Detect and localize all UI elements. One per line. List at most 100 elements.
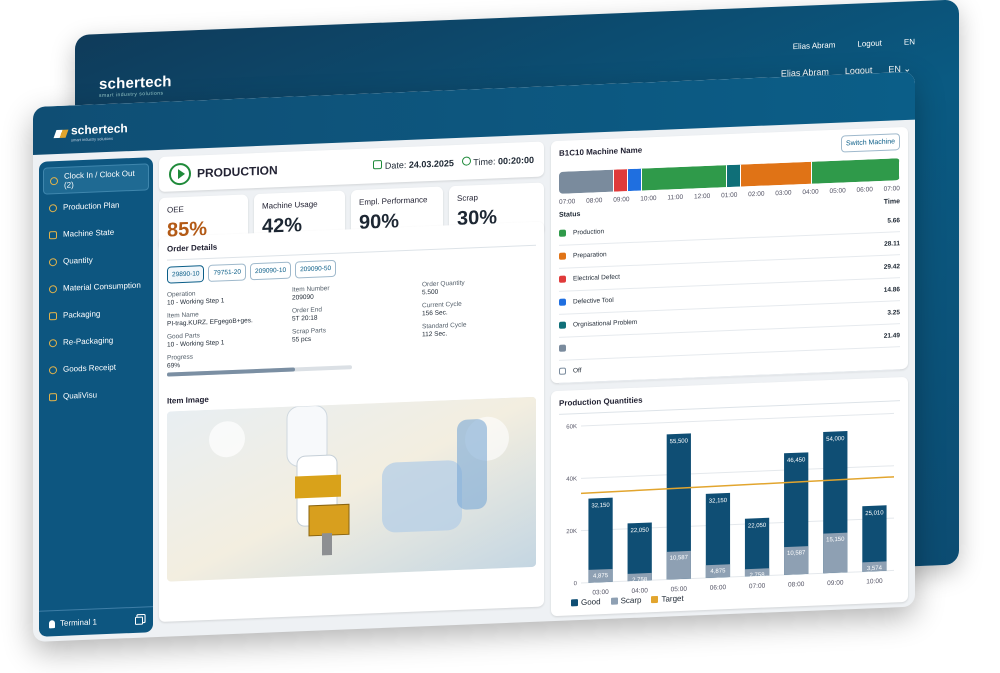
- bar-scrap: [666, 550, 691, 580]
- field-order-quantity: Order Quantity 5.500: [422, 279, 465, 297]
- timeline-segment[interactable]: [559, 169, 614, 194]
- back-logo: schertech smart industry solutions: [99, 73, 172, 99]
- sidebar-item-packaging[interactable]: Packaging: [43, 298, 149, 329]
- timeline-segment[interactable]: [627, 168, 642, 192]
- date-time: Date: 24.03.2025 Time: 00:20:00: [373, 154, 534, 171]
- order-tab[interactable]: 29890-10: [167, 265, 205, 284]
- bar-scrap: [744, 568, 770, 577]
- box-icon: [49, 284, 57, 293]
- date-value: 24.03.2025: [408, 158, 454, 170]
- chart-title: Production Quantities: [559, 395, 643, 408]
- status-color-swatch: [559, 321, 566, 330]
- back-logout-link[interactable]: Logout: [857, 38, 882, 49]
- timeline-segment[interactable]: [740, 161, 812, 187]
- sidebar-nav: Clock In / Clock Out (2) Production Plan M…: [43, 163, 149, 410]
- off-checkbox[interactable]: [559, 367, 566, 376]
- bar-scrap: [705, 564, 731, 578]
- gridline: [581, 412, 894, 427]
- back-user-name: Elias Abram: [792, 40, 836, 52]
- status-time: 5.66: [887, 216, 900, 225]
- legend-scrap: Scarp: [610, 596, 641, 606]
- bar-good: [862, 505, 887, 572]
- bar-scrap-label: 2,758: [750, 572, 766, 579]
- time-value: 00:20:00: [497, 154, 534, 167]
- time-label: Time:: [473, 156, 496, 168]
- bar-scrap-label: 10,587: [787, 550, 806, 557]
- sidebar-item-label: QualiVisu: [63, 390, 98, 401]
- order-tab[interactable]: 209090-50: [295, 259, 337, 279]
- timeline-segment[interactable]: [614, 169, 628, 192]
- y-tick-label: 0: [574, 581, 578, 587]
- robot-arm-illustration: [167, 396, 536, 582]
- bar-good-label: 46,450: [787, 457, 806, 464]
- bar-good-label: 32,150: [709, 498, 728, 505]
- bar-scrap-label: 4,875: [710, 568, 726, 575]
- order-tab[interactable]: 79751-20: [208, 263, 246, 282]
- item-image: [167, 396, 536, 582]
- timeline-segment[interactable]: [811, 158, 900, 184]
- timeline-tick: 02:00: [748, 190, 765, 199]
- timeline-tick: 03:00: [775, 189, 792, 198]
- timeline-tick: 01:00: [721, 191, 738, 200]
- front-logo: schertech smart industry solutions: [53, 121, 128, 143]
- sidebar-item-production-plan[interactable]: Production Plan: [43, 190, 149, 221]
- machine-status-card: B1C10 Machine Name Switch Machine 07:00 0…: [551, 126, 908, 384]
- y-tick-label: 40K: [566, 476, 577, 482]
- timeline-tick: 11:00: [667, 193, 684, 202]
- y-tick-label: 20K: [566, 529, 577, 535]
- user-icon: [49, 619, 55, 628]
- sidebar-item-machine-state[interactable]: Machine State: [43, 217, 149, 248]
- status-color-swatch: [559, 298, 566, 307]
- status-time: 21.49: [883, 331, 900, 340]
- switch-machine-button[interactable]: Switch Machine: [840, 133, 900, 153]
- copy-icon[interactable]: [135, 616, 143, 625]
- status-label: Production: [573, 228, 605, 237]
- x-tick-label: 09:00: [827, 579, 844, 587]
- production-quantities-card: Production Quantities 0 20K 40K 60K 32,150 4,…: [551, 376, 908, 617]
- page-title: PRODUCTION: [197, 162, 278, 180]
- bar-good: [705, 492, 731, 578]
- sidebar-item-label: Clock In / Clock Out (2): [64, 168, 135, 190]
- status-color-swatch: [559, 229, 566, 238]
- bar-good-label: 22,050: [748, 523, 767, 530]
- timeline-tick: 07:00: [559, 198, 576, 206]
- status-label: Orgnisational Problem: [573, 319, 638, 329]
- x-tick-label: 06:00: [710, 584, 727, 592]
- status-time: 28.11: [884, 239, 900, 248]
- status-time: 14.86: [883, 285, 900, 294]
- bar-scrap: [588, 568, 613, 583]
- field-good-parts: Good Parts 10 - Working Step 1: [167, 332, 225, 349]
- bar-scrap-label: 2,758: [632, 577, 648, 584]
- bar-scrap-label: 10,587: [670, 555, 689, 562]
- bar-good-label: 32,150: [591, 503, 610, 510]
- kpi-label: Empl. Performance: [359, 195, 428, 207]
- sidebar-item-quantity[interactable]: Quantity: [43, 244, 149, 275]
- legend-target: Target: [651, 594, 684, 604]
- quality-icon: [49, 392, 57, 401]
- time-header: Time: [883, 198, 900, 206]
- production-chart: 0 20K 40K 60K 32,150 4,875 03:00 22,050 2,758 04:…: [566, 412, 895, 597]
- sidebar-item-qualivisu[interactable]: QualiVisu: [43, 379, 149, 410]
- order-tab[interactable]: 209090-10: [249, 261, 292, 281]
- bar-good-label: 55,500: [670, 438, 689, 445]
- field-standard-cycle: Standard Cycle 112 Sec.: [422, 321, 467, 339]
- bar-good: [588, 497, 613, 583]
- sidebar-item-re-packaging[interactable]: Re-Packaging: [43, 325, 149, 356]
- timeline-segment[interactable]: [726, 164, 741, 188]
- terminal-footer[interactable]: Terminal 1: [39, 606, 153, 637]
- bar-good-label: 22,050: [631, 528, 650, 535]
- sidebar-item-label: Packaging: [63, 309, 101, 320]
- timeline-segment[interactable]: [641, 165, 727, 191]
- back-header-links: Elias Abram Logout EN: [793, 37, 915, 51]
- sidebar-item-material-consumption[interactable]: Material Consumption: [43, 271, 149, 302]
- date-label: Date:: [384, 160, 407, 171]
- back-lang[interactable]: EN: [903, 37, 915, 47]
- sidebar-item-label: Production Plan: [63, 200, 120, 212]
- timeline-tick: 09:00: [613, 196, 630, 204]
- gridline: [581, 569, 894, 584]
- kpi-label: Scrap: [457, 193, 478, 203]
- sidebar-item-goods-receipt[interactable]: Goods Receipt: [43, 352, 149, 383]
- sidebar-item-clock-in-clock-out-2[interactable]: Clock In / Clock Out (2): [43, 163, 149, 195]
- sidebar: Clock In / Clock Out (2) Production Plan M…: [39, 157, 153, 637]
- bar-scrap: [823, 532, 848, 574]
